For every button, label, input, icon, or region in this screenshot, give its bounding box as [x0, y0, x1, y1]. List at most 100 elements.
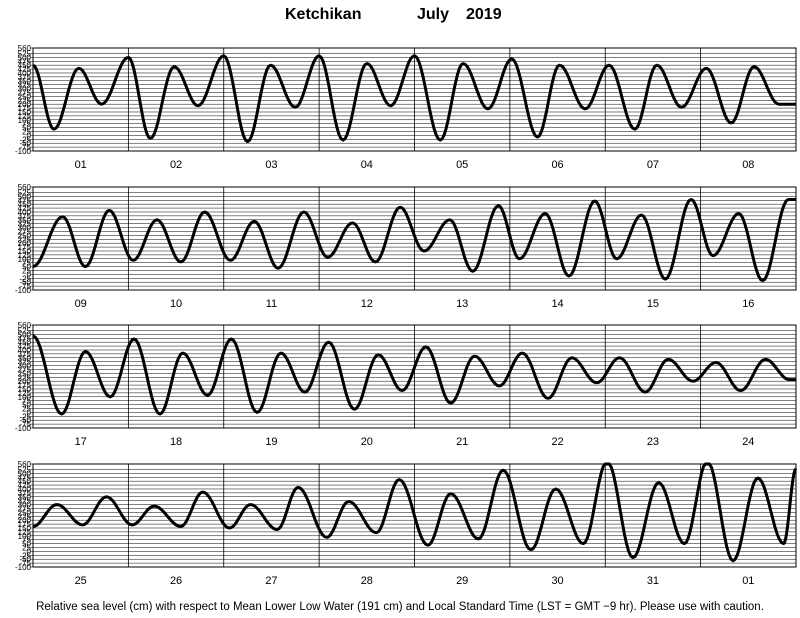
y-tick-label: 560	[18, 460, 32, 469]
day-label: 04	[361, 159, 373, 171]
day-label: 16	[742, 298, 754, 310]
day-label: 15	[647, 298, 659, 310]
y-tick-label: 75	[22, 120, 31, 129]
y-tick-label: 100	[18, 532, 32, 541]
day-label: 03	[265, 159, 277, 171]
y-tick-label: 375	[18, 212, 32, 221]
day-label: 01	[75, 159, 87, 171]
y-tick-label: 150	[18, 524, 32, 533]
y-tick-label: 75	[22, 536, 31, 545]
y-tick-label: 225	[18, 373, 32, 382]
y-tick-label: 200	[18, 239, 32, 248]
y-tick-label: -50	[19, 416, 31, 425]
day-label: 31	[647, 575, 659, 587]
y-tick-label: -100	[15, 286, 32, 295]
y-tick-label: 500	[18, 192, 32, 201]
day-label: 07	[647, 159, 659, 171]
chart-caption: Relative sea level (cm) with respect to …	[36, 601, 764, 613]
y-tick-label: 500	[18, 469, 32, 478]
y-tick-label: 425	[18, 481, 32, 490]
y-tick-label: -100	[15, 424, 32, 433]
y-tick-label: 175	[18, 104, 32, 113]
y-tick-label: 225	[18, 235, 32, 244]
y-tick-label: 560	[18, 321, 32, 330]
y-tick-label: 175	[18, 520, 32, 529]
day-label: 08	[742, 159, 754, 171]
y-tick-label: 325	[18, 220, 32, 229]
y-tick-label: 500	[18, 330, 32, 339]
y-tick-label: 560	[18, 183, 32, 192]
y-tick-label: 525	[18, 188, 32, 197]
y-tick-label: 50	[22, 124, 31, 133]
y-tick-label: 275	[18, 365, 32, 374]
y-tick-label: 525	[18, 49, 32, 58]
y-tick-label: 125	[18, 528, 32, 537]
y-tick-label: 375	[18, 350, 32, 359]
y-tick-label: 200	[18, 100, 32, 109]
panel-2: 09 10 11 12 13 14 15 16-100-75-50-2502550751001…	[15, 183, 797, 310]
day-label: 11	[266, 298, 277, 310]
tide-curve	[32, 334, 797, 416]
y-tick-label: -25	[19, 135, 31, 144]
y-tick-label: -50	[19, 278, 31, 287]
y-tick-label: 375	[18, 489, 32, 498]
y-tick-label: 300	[18, 362, 32, 371]
y-tick-label: -75	[19, 143, 31, 152]
y-tick-label: 75	[22, 397, 31, 406]
y-tick-label: 0	[27, 547, 32, 556]
y-tick-label: -50	[19, 139, 31, 148]
day-label: 22	[551, 436, 563, 448]
y-tick-label: 25	[22, 404, 31, 413]
y-tick-label: 150	[18, 108, 32, 117]
y-tick-label: 350	[18, 354, 32, 363]
day-label: 13	[456, 298, 468, 310]
y-tick-label: 400	[18, 346, 32, 355]
y-tick-label: 275	[18, 227, 32, 236]
y-tick-label: 375	[18, 73, 32, 82]
day-label: 17	[75, 436, 87, 448]
y-tick-label: 300	[18, 501, 32, 510]
y-tick-label: -100	[15, 147, 32, 156]
day-label: 24	[742, 436, 754, 448]
y-tick-label: 125	[18, 251, 32, 260]
day-label: 26	[170, 575, 182, 587]
day-label: 25	[75, 575, 87, 587]
tide-curve	[32, 198, 797, 283]
y-tick-label: 525	[18, 326, 32, 335]
y-tick-label: -75	[19, 420, 31, 429]
y-tick-label: 425	[18, 342, 32, 351]
y-tick-label: 0	[27, 270, 32, 279]
y-tick-label: 200	[18, 516, 32, 525]
y-tick-label: 175	[18, 243, 32, 252]
y-tick-label: 50	[22, 263, 31, 272]
day-label: 23	[647, 436, 659, 448]
panel-3: 17 18 19 20 21 22 23 24-100-75-50-2502550751001…	[15, 321, 797, 448]
y-tick-label: 250	[18, 369, 32, 378]
y-tick-label: 0	[27, 131, 32, 140]
y-tick-label: 475	[18, 196, 32, 205]
y-tick-label: -75	[19, 282, 31, 291]
y-tick-label: 475	[18, 473, 32, 482]
chart-title: Ketchikan July 2019	[0, 6, 800, 28]
y-tick-label: 350	[18, 216, 32, 225]
y-tick-label: 200	[18, 377, 32, 386]
y-tick-label: 225	[18, 96, 32, 105]
y-tick-label: 350	[18, 493, 32, 502]
tide-curve	[32, 54, 797, 144]
tide-curve	[32, 462, 798, 563]
day-label: 29	[456, 575, 468, 587]
y-tick-label: 450	[18, 477, 32, 486]
y-tick-label: 25	[22, 127, 31, 136]
y-tick-label: -25	[19, 274, 31, 283]
y-tick-label: 125	[18, 112, 32, 121]
day-label: 12	[361, 298, 373, 310]
day-label: 05	[456, 159, 468, 171]
day-label: 02	[170, 159, 182, 171]
y-tick-label: 0	[27, 408, 32, 417]
y-tick-label: 350	[18, 77, 32, 86]
y-tick-label: 100	[18, 116, 32, 125]
y-tick-label: 525	[18, 465, 32, 474]
y-tick-label: 250	[18, 92, 32, 101]
y-tick-label: 50	[22, 540, 31, 549]
y-tick-label: 400	[18, 208, 32, 217]
